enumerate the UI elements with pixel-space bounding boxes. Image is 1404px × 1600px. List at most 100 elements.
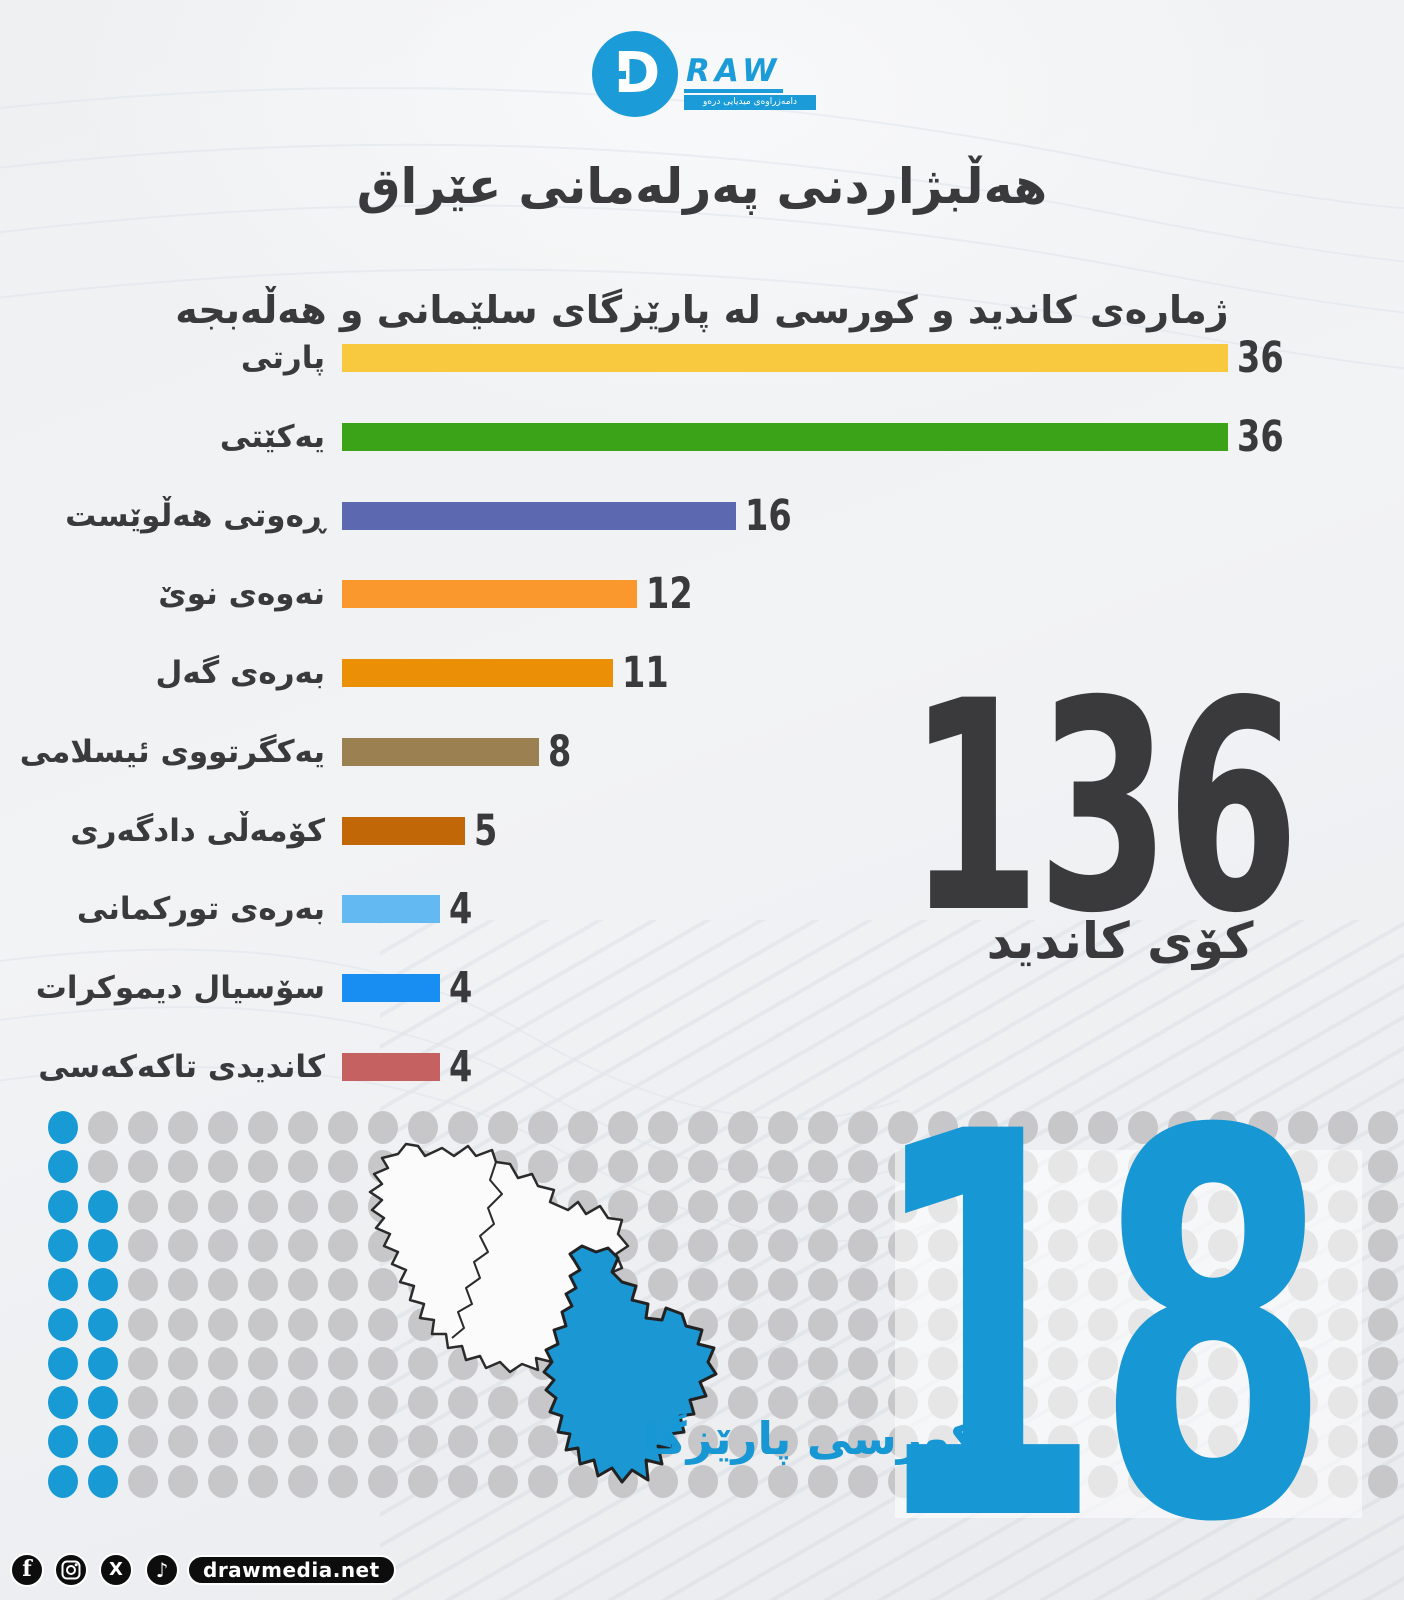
seat-dot-empty	[168, 1386, 198, 1419]
seat-dot-filled	[48, 1425, 78, 1458]
seat-dot-empty	[528, 1111, 558, 1144]
bar-value-9: 4	[449, 1042, 473, 1092]
bar-value-2: 16	[745, 491, 792, 541]
seat-dot-empty	[368, 1465, 398, 1498]
seat-dot-empty	[168, 1190, 198, 1223]
seat-dot-empty	[1248, 1111, 1278, 1144]
x-icon[interactable]: X	[99, 1553, 133, 1587]
seat-dot-empty	[808, 1111, 838, 1144]
seat-dot-empty	[808, 1229, 838, 1262]
seat-dot-empty	[368, 1347, 398, 1380]
seat-dot-empty	[128, 1425, 158, 1458]
seat-dot-empty	[1008, 1111, 1038, 1144]
bar-0	[342, 344, 1228, 372]
seat-dot-empty	[688, 1190, 718, 1223]
seat-dot-empty	[1328, 1111, 1358, 1144]
seat-dot-empty	[448, 1386, 478, 1419]
seat-dot-empty	[848, 1386, 878, 1419]
seat-dot-empty	[608, 1111, 638, 1144]
seat-dot-empty	[368, 1308, 398, 1341]
seat-dot-empty	[448, 1425, 478, 1458]
seat-dot-empty	[768, 1308, 798, 1341]
seat-dot-empty	[1168, 1111, 1198, 1144]
seat-dot-empty	[608, 1150, 638, 1183]
facebook-icon[interactable]: f	[10, 1553, 44, 1587]
seat-dot-empty	[208, 1425, 238, 1458]
total-candidates-number: 136	[907, 640, 1299, 977]
seat-dot-empty	[128, 1347, 158, 1380]
logo-letter-slot	[606, 71, 626, 79]
seat-dot-empty	[1368, 1308, 1398, 1341]
seat-dot-empty	[1368, 1229, 1398, 1262]
seat-dot-empty	[688, 1229, 718, 1262]
seat-dot-empty	[648, 1229, 678, 1262]
seat-dot-filled	[88, 1308, 118, 1341]
seat-dot-empty	[728, 1425, 758, 1458]
bar-value-4: 11	[622, 648, 669, 698]
seat-dot-empty	[448, 1465, 478, 1498]
seat-dot-filled	[88, 1268, 118, 1301]
seat-dot-empty	[768, 1386, 798, 1419]
seat-dot-empty	[168, 1465, 198, 1498]
seat-dot-empty	[288, 1111, 318, 1144]
seat-dot-empty	[768, 1111, 798, 1144]
seat-dot-empty	[168, 1425, 198, 1458]
bar-label-8: سۆسیال دیموکرات	[35, 970, 325, 1006]
seat-dot-empty	[1288, 1111, 1318, 1144]
seat-dot-empty	[328, 1111, 358, 1144]
seat-dot-empty	[808, 1425, 838, 1458]
tiktok-icon[interactable]: ♪	[145, 1553, 179, 1587]
bar-label-6: کۆمەڵی دادگەری	[70, 813, 325, 849]
seat-dot-empty	[728, 1111, 758, 1144]
seat-dot-empty	[648, 1150, 678, 1183]
seat-dot-empty	[848, 1425, 878, 1458]
province-map	[368, 1142, 718, 1484]
seat-dot-empty	[208, 1465, 238, 1498]
seats-number: 18	[867, 1021, 1331, 1600]
seat-dot-empty	[128, 1229, 158, 1262]
page-title: هەڵبژاردنی پەرلەمانی عێراق	[356, 158, 1048, 215]
seat-dot-empty	[368, 1425, 398, 1458]
seat-dot-empty	[248, 1425, 278, 1458]
seat-dot-empty	[808, 1268, 838, 1301]
seat-dot-empty	[128, 1465, 158, 1498]
instagram-icon[interactable]	[54, 1553, 88, 1587]
bar-value-1: 36	[1237, 412, 1284, 462]
seat-dot-filled	[48, 1308, 78, 1341]
seat-dot-empty	[88, 1111, 118, 1144]
seat-dot-empty	[688, 1425, 718, 1458]
website-link[interactable]: drawmedia.net	[187, 1555, 396, 1585]
bar-label-3: نەوەی نوێ	[158, 576, 325, 612]
seat-dot-filled	[88, 1465, 118, 1498]
seat-dot-empty	[128, 1111, 158, 1144]
seat-dot-empty	[368, 1111, 398, 1144]
seat-dot-empty	[808, 1190, 838, 1223]
seat-dot-empty	[208, 1268, 238, 1301]
bar-9	[342, 1053, 440, 1081]
seat-dot-empty	[1368, 1465, 1398, 1498]
seat-dot-empty	[768, 1268, 798, 1301]
bar-label-0: پارتی	[240, 340, 325, 376]
seat-dot-empty	[328, 1347, 358, 1380]
seat-dot-empty	[328, 1386, 358, 1419]
seat-dot-empty	[288, 1268, 318, 1301]
seat-dot-empty	[1368, 1111, 1398, 1144]
seat-dot-empty	[928, 1111, 958, 1144]
bar-5	[342, 738, 539, 766]
seat-dot-empty	[768, 1465, 798, 1498]
seat-dot-empty	[488, 1425, 518, 1458]
seat-dot-empty	[208, 1190, 238, 1223]
map-sulaymaniyah-halabja-highlight	[542, 1244, 718, 1484]
seat-dot-empty	[848, 1347, 878, 1380]
bar-value-6: 5	[474, 806, 498, 856]
bar-value-7: 4	[449, 884, 473, 934]
seat-dot-empty	[408, 1347, 438, 1380]
seat-dot-empty	[408, 1465, 438, 1498]
seat-dot-empty	[208, 1150, 238, 1183]
seat-dot-empty	[728, 1308, 758, 1341]
seat-dot-empty	[208, 1111, 238, 1144]
seats-highlight-panel	[895, 1150, 1362, 1518]
seat-dot-empty	[808, 1308, 838, 1341]
seat-dot-empty	[568, 1111, 598, 1144]
seat-dot-empty	[128, 1150, 158, 1183]
